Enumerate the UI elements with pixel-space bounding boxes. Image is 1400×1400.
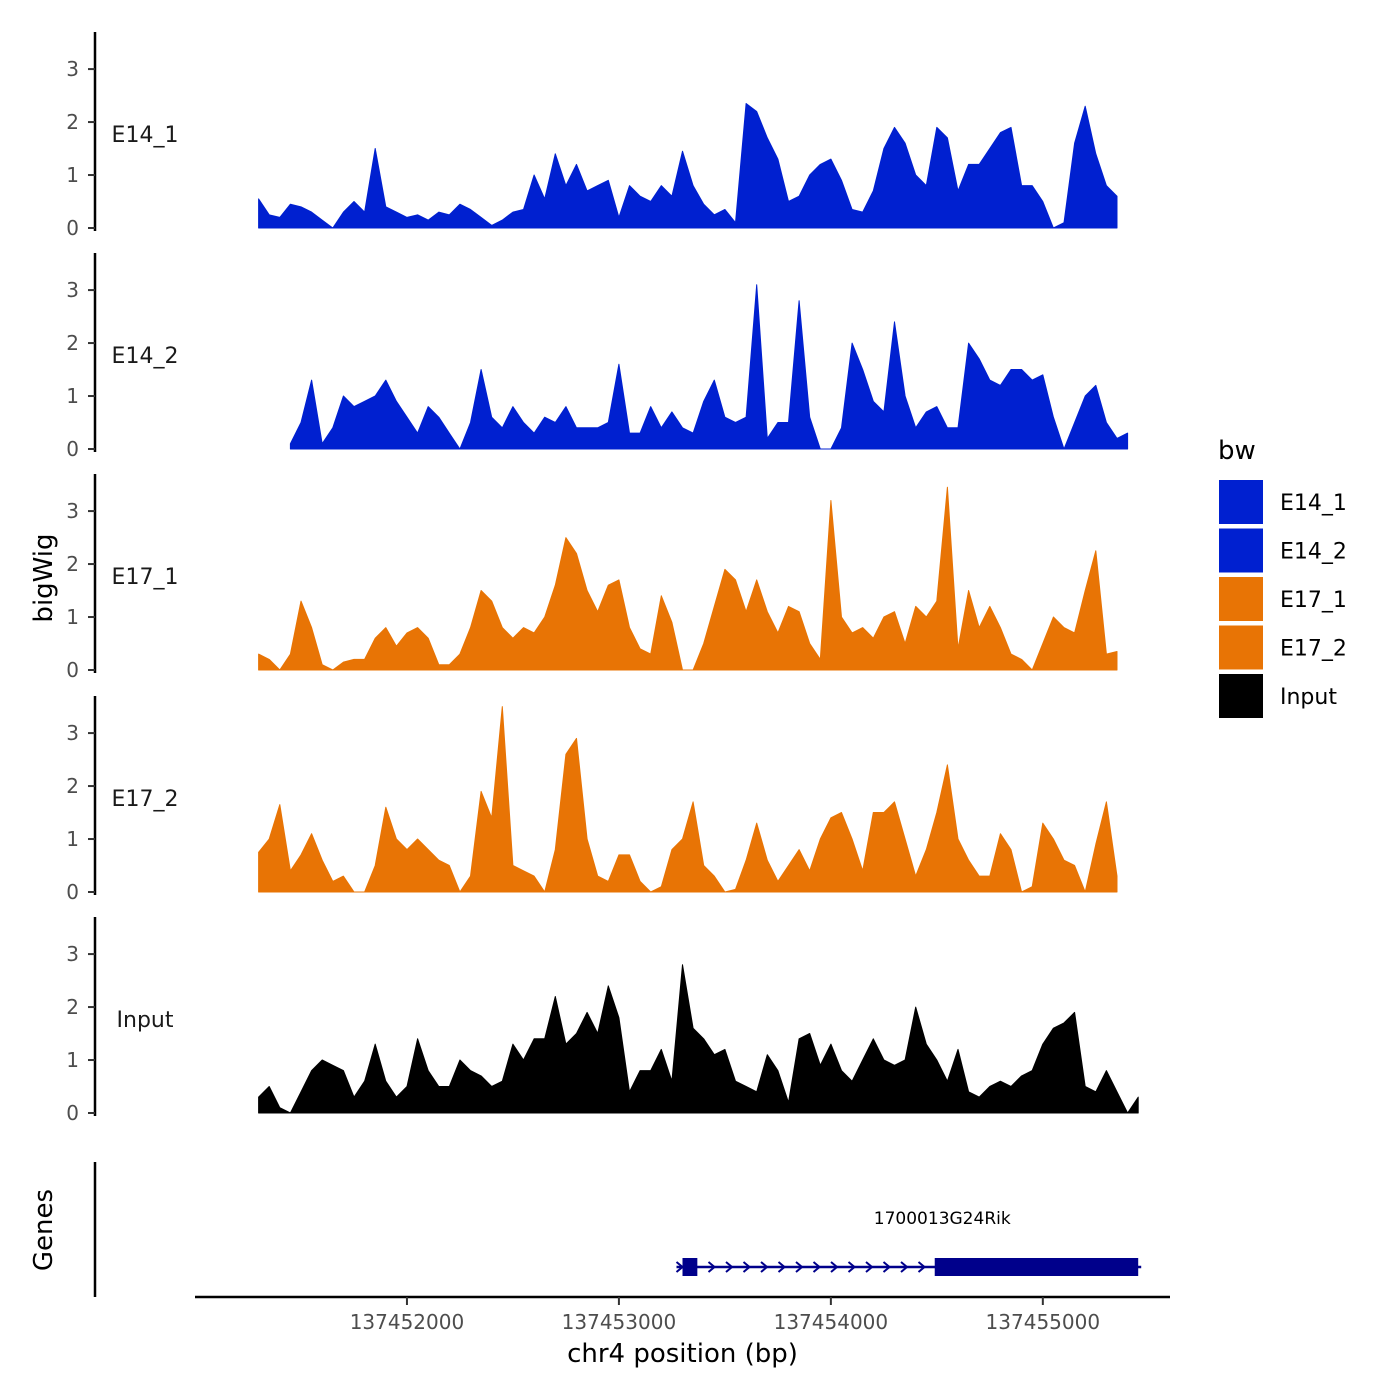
legend-label-E14_1: E14_1 [1280, 491, 1347, 516]
y-tick-label: 1 [66, 1048, 79, 1072]
y-tick-label: 0 [66, 216, 79, 240]
strand-arrow [777, 1261, 787, 1273]
y-tick-label: 2 [66, 552, 79, 576]
area-E17_1 [258, 486, 1118, 671]
y-tick-label: 1 [66, 827, 79, 851]
x-tick-label: 137454000 [774, 1310, 889, 1334]
gene-exon-1 [682, 1258, 698, 1276]
y-tick-label: 2 [66, 110, 79, 134]
area-E14_2 [289, 284, 1129, 450]
legend-key-E14_1 [1219, 480, 1263, 524]
area-E17_2 [258, 706, 1118, 893]
legend-key-Input [1219, 674, 1263, 718]
x-axis-title: chr4 position (bp) [567, 1339, 798, 1369]
strand-arrow [742, 1261, 752, 1273]
y-tick-label: 1 [66, 384, 79, 408]
y-tick-label: 0 [66, 437, 79, 461]
y-tick-label: 2 [66, 331, 79, 355]
strand-arrow [917, 1261, 927, 1273]
strand-arrow [865, 1261, 874, 1273]
strand-arrow [760, 1261, 769, 1273]
strand-arrow [900, 1261, 909, 1273]
strand-arrow [725, 1261, 734, 1273]
y-tick-label: 1 [66, 605, 79, 629]
gene-exon-2 [934, 1258, 1139, 1276]
strand-arrow [830, 1261, 839, 1273]
gene-track-title: Genes [29, 1189, 59, 1271]
y-tick-label: 2 [66, 774, 79, 798]
y-tick-label: 1 [66, 163, 79, 187]
legend-label-E17_2: E17_2 [1280, 637, 1347, 662]
y-tick-label: 2 [66, 995, 79, 1019]
y-tick-label: 3 [66, 57, 79, 81]
strand-arrow [847, 1261, 857, 1273]
legend-title: bw [1218, 436, 1256, 466]
legend-key-E17_1 [1219, 577, 1263, 621]
gene-name-label: 1700013G24Rik [874, 1209, 1011, 1229]
legend-label-Input: Input [1280, 685, 1337, 710]
strand-arrow [795, 1261, 804, 1273]
strand-arrow [707, 1261, 717, 1273]
x-tick-label: 137455000 [986, 1310, 1101, 1334]
strand-arrow [812, 1261, 822, 1273]
y-tick-label: 0 [66, 658, 79, 682]
y-tick-label: 3 [66, 278, 79, 302]
y-tick-label: 0 [66, 880, 79, 904]
strand-arrow [882, 1261, 892, 1273]
y-tick-label: 3 [66, 942, 79, 966]
track-label-E14_2: E14_2 [112, 344, 179, 369]
x-tick-label: 137453000 [562, 1310, 677, 1334]
legend-key-E17_2 [1219, 625, 1263, 670]
legend-key-E14_2 [1219, 528, 1263, 573]
legend-label-E14_2: E14_2 [1280, 540, 1347, 565]
legend-label-E17_1: E17_1 [1280, 588, 1347, 613]
y-tick-label: 3 [66, 499, 79, 523]
y-tick-label: 3 [66, 721, 79, 745]
track-label-Input: Input [117, 1008, 174, 1033]
area-Input [258, 964, 1139, 1114]
x-tick-label: 137452000 [350, 1310, 465, 1334]
track-label-E17_2: E17_2 [112, 787, 179, 812]
y-tick-label: 0 [66, 1101, 79, 1125]
y-axis-title: bigWig [29, 533, 59, 622]
area-E14_1 [258, 103, 1118, 229]
track-label-E14_1: E14_1 [112, 123, 179, 148]
track-label-E17_1: E17_1 [112, 565, 179, 590]
